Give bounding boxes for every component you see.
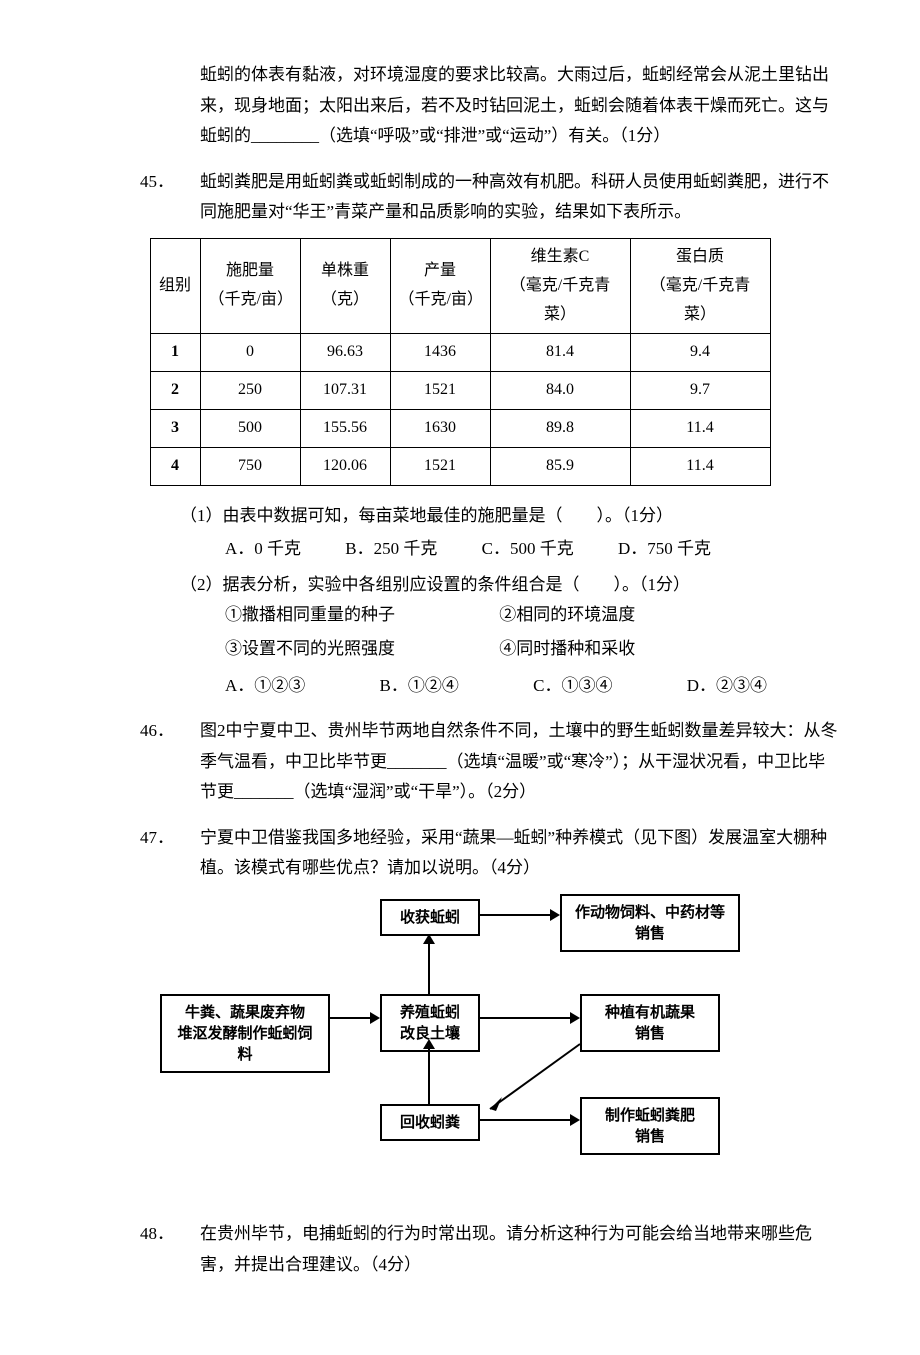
condition-1: ①撒播相同重量的种子 (225, 600, 495, 631)
question-48: 48． 在贵州毕节，电捕蚯蚓的行为时常出现。请分析这种行为可能会给当地带来哪些危… (80, 1219, 840, 1280)
flow-box-veg-sell: 种植有机蔬果销售 (580, 994, 720, 1052)
flow-box-feed-sell: 作动物饲料、中药材等销售 (560, 894, 740, 952)
option-c: C．500 千克 (482, 534, 574, 565)
q45-sub2-options: A．①②③ B．①②④ C．①③④ D．②③④ (225, 671, 840, 702)
q47-number: 47． (140, 823, 180, 854)
flow-box-fert-sell: 制作蚯蚓粪肥销售 (580, 1097, 720, 1155)
q46-text: 图2中宁夏中卫、贵州毕节两地自然条件不同，土壤中的野生蚯蚓数量差异较大：从冬季气… (200, 716, 840, 808)
condition-3: ③设置不同的光照强度 (225, 634, 495, 665)
q45-number: 45． (140, 167, 180, 198)
q45-text: 蚯蚓粪肥是用蚯蚓粪或蚯蚓制成的一种高效有机肥。科研人员使用蚯蚓粪肥，进行不同施肥… (200, 167, 840, 228)
arrow-diag (480, 1039, 590, 1114)
q45-data-table: 组别施肥量（千克/亩）单株重（克）产量（千克/亩）维生素C（毫克/千克青菜）蛋白… (150, 238, 771, 486)
flow-box-harvest: 收获蚯蚓 (380, 899, 480, 936)
q45-sub1-options: A．0 千克 B．250 千克 C．500 千克 D．750 千克 (225, 534, 840, 565)
option-a: A．①②③ (225, 671, 305, 702)
condition-4: ④同时播种和采收 (499, 634, 769, 665)
option-b: B．①②④ (380, 671, 459, 702)
q45-sub2: （2）据表分析，实验中各组别应设置的条件组合是（ ）。（1分） (180, 570, 840, 601)
q48-text: 在贵州毕节，电捕蚯蚓的行为时常出现。请分析这种行为可能会给当地带来哪些危害，并提… (200, 1219, 840, 1280)
q47-text: 宁夏中卫借鉴我国多地经验，采用“蔬果—蚯蚓”种养模式（见下图）发展温室大棚种植。… (200, 823, 840, 884)
option-d: D．②③④ (687, 671, 767, 702)
passage-q44: 蚯蚓的体表有黏液，对环境湿度的要求比较高。大雨过后，蚯蚓经常会从泥土里钻出来，现… (200, 60, 840, 152)
q45-sub2-conditions: ①撒播相同重量的种子 ②相同的环境温度 ③设置不同的光照强度 ④同时播种和采收 (225, 600, 840, 667)
option-d: D．750 千克 (618, 534, 711, 565)
flow-box-compost: 牛粪、蔬果废弃物堆沤发酵制作蚯蚓饲料 (160, 994, 330, 1073)
q48-number: 48． (140, 1219, 180, 1250)
option-c: C．①③④ (533, 671, 612, 702)
q45-sub1: （1）由表中数据可知，每亩菜地最佳的施肥量是（ ）。（1分） (180, 501, 840, 532)
condition-2: ②相同的环境温度 (499, 600, 769, 631)
option-b: B．250 千克 (345, 534, 437, 565)
question-47: 47． 宁夏中卫借鉴我国多地经验，采用“蔬果—蚯蚓”种养模式（见下图）发展温室大… (80, 823, 840, 1159)
q46-number: 46． (140, 716, 180, 747)
option-a: A．0 千克 (225, 534, 301, 565)
question-45: 45． 蚯蚓粪肥是用蚯蚓粪或蚯蚓制成的一种高效有机肥。科研人员使用蚯蚓粪肥，进行… (80, 167, 840, 701)
flow-diagram: 收获蚯蚓 作动物饲料、中药材等销售 牛粪、蔬果废弃物堆沤发酵制作蚯蚓饲料 养殖蚯… (180, 899, 740, 1159)
flow-box-recycle: 回收蚓粪 (380, 1104, 480, 1141)
question-46: 46． 图2中宁夏中卫、贵州毕节两地自然条件不同，土壤中的野生蚯蚓数量差异较大：… (80, 716, 840, 808)
